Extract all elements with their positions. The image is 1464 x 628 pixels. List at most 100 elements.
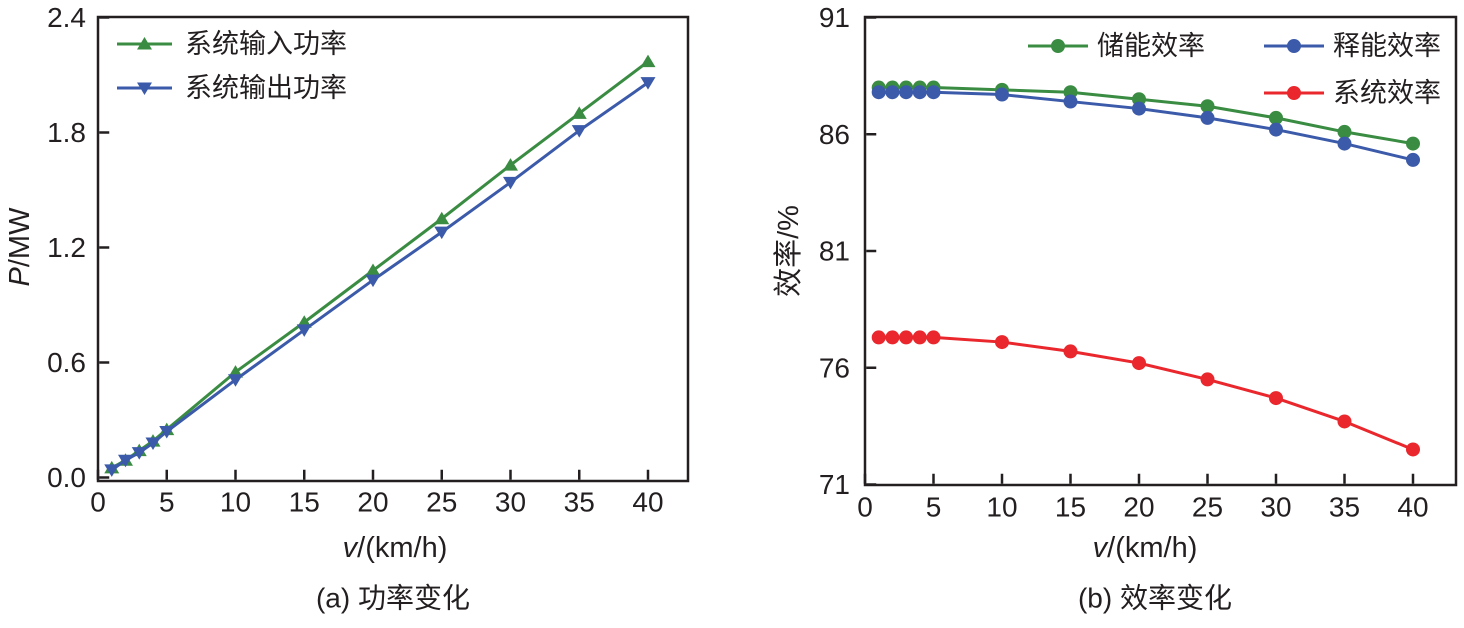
series-marker xyxy=(899,330,914,345)
series-marker xyxy=(1269,110,1283,125)
power-chart-panel: 0 5 10 15 20 25 30 35 40 0.0 0.6 1.2 1.8 2.4 v/(km/h) P… xyxy=(4,2,690,564)
y-axis-title: P/MW xyxy=(4,207,36,287)
x-tick-label: 15 xyxy=(289,487,320,518)
series-marker xyxy=(228,374,243,387)
series-marker xyxy=(159,425,175,439)
y-tick-label: 2.4 xyxy=(47,2,86,33)
series-marker xyxy=(365,274,381,288)
series-marker xyxy=(912,330,927,345)
x-tick-label: 40 xyxy=(632,487,663,518)
series-marker xyxy=(296,324,312,337)
series-marker xyxy=(1337,136,1352,151)
series-marker xyxy=(118,454,133,468)
x-tick-label: 5 xyxy=(926,492,942,523)
y-tick-label: 86 xyxy=(819,119,850,150)
axis-label-unit: /MW xyxy=(4,207,36,267)
x-tick-label: 10 xyxy=(986,492,1017,523)
series-marker xyxy=(1406,442,1420,457)
series-marker xyxy=(1406,136,1420,151)
charts-render-root: 0 5 10 15 20 25 30 35 400.00.61.21.82.4v/(km/h)P… xyxy=(4,2,1458,564)
y-tick-label: 1.8 xyxy=(47,117,86,148)
legend-label: 储能效率 xyxy=(1097,31,1205,61)
series-marker xyxy=(145,437,161,450)
series-marker xyxy=(365,263,381,276)
x-tick-label: 15 xyxy=(1055,492,1086,523)
x-tick-label: 40 xyxy=(1397,492,1428,523)
x-tick-label: 0 xyxy=(90,487,106,518)
series-marker xyxy=(640,54,656,68)
series-marker xyxy=(1337,414,1352,429)
y-axis-title: 效率/% xyxy=(772,205,805,297)
series-marker xyxy=(871,330,886,345)
series-marker xyxy=(1269,391,1283,406)
series-marker xyxy=(1132,356,1146,371)
legend-marker-swatch xyxy=(1051,39,1065,53)
series-line xyxy=(110,60,650,470)
series-marker xyxy=(1337,124,1352,139)
legend-label: 释能效率 xyxy=(1333,31,1441,61)
plot-border xyxy=(863,15,1458,487)
y-tick-label: 76 xyxy=(819,352,850,383)
legend-label: 系统输入功率 xyxy=(185,29,347,59)
axis-label-variable: P xyxy=(4,266,36,286)
plot-border xyxy=(96,15,690,483)
axis-label-unit: /(km/h) xyxy=(1107,532,1197,564)
legend-marker-swatch xyxy=(1287,39,1301,53)
x-tick-label: 5 xyxy=(159,487,175,518)
series-marker xyxy=(640,77,656,90)
x-tick-label: 20 xyxy=(1123,492,1154,523)
series-marker xyxy=(434,226,450,240)
axis-label-variable: v xyxy=(343,532,359,564)
x-tick-label: 10 xyxy=(220,487,251,518)
series-marker xyxy=(1200,110,1215,125)
series-marker xyxy=(899,85,914,100)
axis-label-variable: v xyxy=(1093,532,1109,564)
y-tick-label: 81 xyxy=(819,236,850,267)
x-tick-label: 30 xyxy=(495,487,526,518)
series-marker xyxy=(1132,101,1146,116)
x-tick-label: 25 xyxy=(426,487,457,518)
x-tick-label: 0 xyxy=(857,492,873,523)
efficiency-chart-panel: 0 5 10 15 20 25 30 35 40 71 76 81 86 91 v/(km/h) 效率/% 储能… xyxy=(772,2,1458,564)
y-tick-label: 71 xyxy=(819,469,850,500)
legend-label: 系统效率 xyxy=(1333,78,1441,108)
y-tick-label: 0.0 xyxy=(47,462,86,493)
legend-marker-swatch xyxy=(137,82,152,95)
series-marker xyxy=(885,85,900,100)
y-tick-label: 0.6 xyxy=(47,347,86,378)
x-tick-label: 35 xyxy=(564,487,595,518)
series-marker xyxy=(104,464,120,477)
x-axis-title: v/(km/h) xyxy=(343,532,448,564)
series-marker xyxy=(995,87,1009,102)
series-marker xyxy=(1200,99,1215,114)
x-tick-label: 35 xyxy=(1329,492,1360,523)
series-marker xyxy=(503,176,518,190)
axis-label-unit: /(km/h) xyxy=(357,532,447,564)
series-line xyxy=(877,335,1415,451)
series-marker xyxy=(912,85,927,100)
series-marker xyxy=(885,330,900,345)
legend-marker-swatch xyxy=(137,37,152,50)
series-marker xyxy=(1269,122,1283,137)
x-tick-label: 25 xyxy=(1192,492,1223,523)
series-marker xyxy=(434,211,450,225)
series-marker xyxy=(131,447,147,460)
series-marker xyxy=(1200,372,1215,387)
series-marker xyxy=(1406,152,1420,167)
legend-label: 系统输出功率 xyxy=(185,73,347,103)
caption-panel-b: (b) 效率变化 xyxy=(1078,583,1232,614)
series-marker xyxy=(995,335,1009,350)
series-marker xyxy=(1063,94,1078,109)
x-tick-label: 20 xyxy=(357,487,388,518)
series-line xyxy=(110,81,650,472)
series-marker xyxy=(503,158,518,171)
series-marker xyxy=(571,125,587,138)
caption-panel-a: (a) 功率变化 xyxy=(316,583,470,614)
y-tick-label: 91 xyxy=(819,2,850,33)
legend-marker-swatch xyxy=(1287,86,1301,100)
y-tick-label: 1.2 xyxy=(47,232,86,263)
series-marker xyxy=(926,85,941,100)
series-marker xyxy=(571,106,587,119)
